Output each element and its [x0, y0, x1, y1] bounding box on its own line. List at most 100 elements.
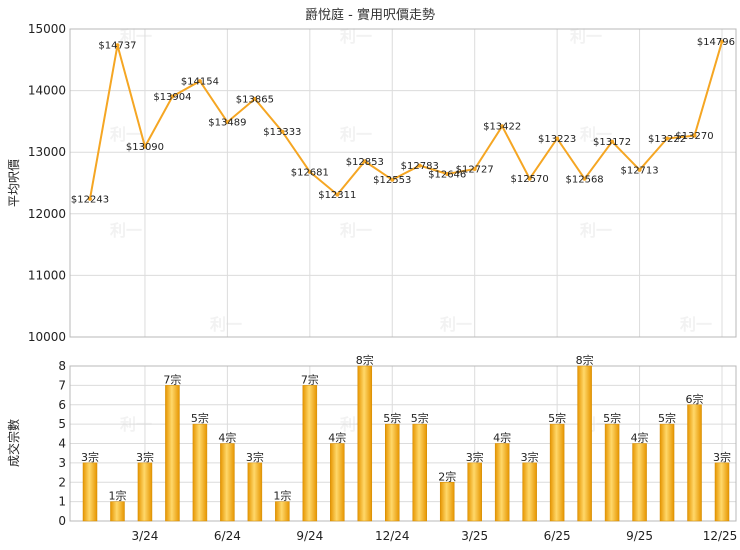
volume-bar [549, 423, 565, 522]
volume-bar [412, 423, 427, 522]
volume-bar [220, 443, 235, 522]
price-data-label: $13333 [263, 127, 301, 138]
volume-bar [247, 462, 263, 522]
volume-bar [494, 443, 510, 522]
volume-plot-frame [69, 365, 737, 522]
price-data-label: $13172 [593, 137, 631, 148]
price-data-label: $13422 [483, 122, 521, 133]
volume-data-label: 3宗 [521, 450, 539, 464]
volume-y-tick-label: 0 [58, 514, 66, 528]
price-data-label: $12311 [318, 190, 356, 201]
volume-data-label: 4宗 [328, 431, 346, 445]
price-data-label: $13865 [236, 94, 274, 105]
volume-data-label: 3宗 [246, 450, 264, 464]
price-data-label: $12553 [373, 175, 411, 186]
volume-data-label: 2宗 [438, 469, 456, 483]
price-data-label: $12713 [620, 165, 658, 176]
watermark-text: 利一 [580, 221, 612, 240]
volume-x-tick-label: 6/25 [544, 529, 571, 543]
volume-bar [302, 385, 318, 522]
volume-bar [165, 385, 180, 522]
volume-y-tick-label: 2 [58, 475, 66, 489]
volume-data-label: 4宗 [218, 431, 236, 445]
price-y-tick-label: 12000 [28, 207, 66, 221]
watermark-text: 利一 [110, 221, 142, 240]
volume-data-label: 3宗 [81, 450, 99, 464]
price-data-label: $13223 [538, 134, 576, 145]
price-point [582, 176, 587, 181]
price-point [500, 124, 505, 129]
volume-y-tick-label: 8 [58, 359, 66, 373]
price-point [88, 196, 92, 201]
volume-y-tick-label: 6 [58, 398, 66, 412]
volume-x-tick-label: 9/24 [296, 529, 323, 543]
watermark-text: 利一 [210, 315, 242, 334]
volume-bar [137, 462, 153, 522]
volume-bar [82, 462, 98, 522]
price-point [665, 136, 670, 141]
price-data-label: $14796 [697, 37, 735, 48]
volume-bar [577, 365, 592, 522]
price-point [115, 43, 120, 48]
price-y-tick-label: 13000 [28, 145, 66, 159]
price-point [527, 176, 532, 181]
price-point [252, 96, 257, 101]
volume-data-label: 5宗 [658, 411, 676, 425]
volume-y-tick-label: 1 [58, 495, 66, 509]
watermark-text: 利一 [110, 125, 142, 144]
price-data-label: $12853 [346, 157, 384, 168]
volume-bar [687, 404, 702, 522]
volume-bar [632, 443, 647, 522]
price-plot-frame [69, 28, 737, 338]
volume-x-tick-label: 12/24 [375, 529, 410, 543]
price-point [692, 133, 697, 138]
price-data-label: $12727 [456, 165, 494, 176]
volume-y-tick-label: 7 [58, 378, 66, 392]
volume-data-label: 5宗 [383, 411, 401, 425]
price-data-label: $14154 [181, 77, 219, 88]
price-point [225, 120, 230, 125]
volume-bar [357, 365, 373, 522]
volume-data-label: 7宗 [163, 372, 181, 386]
price-line [89, 41, 723, 200]
price-y-tick-label: 14000 [28, 84, 66, 98]
volume-bar [192, 423, 208, 522]
price-y-tick-label: 15000 [28, 22, 66, 36]
volume-bar [467, 462, 482, 522]
price-data-label: $12681 [291, 167, 329, 178]
price-point [197, 79, 202, 84]
volume-y-tick-label: 5 [58, 417, 66, 431]
watermark-text: 利一 [340, 125, 372, 144]
price-y-tick-label: 10000 [28, 330, 66, 344]
volume-data-label: 8宗 [356, 353, 374, 367]
volume-data-label: 4宗 [493, 431, 511, 445]
volume-data-label: 7宗 [301, 372, 319, 386]
volume-bar [330, 443, 345, 522]
volume-data-label: 5宗 [548, 411, 566, 425]
watermark-text: 利一 [680, 315, 712, 334]
watermark-text: 利一 [340, 27, 372, 46]
volume-y-tick-label: 4 [58, 437, 66, 451]
volume-data-label: 3宗 [136, 450, 154, 464]
volume-x-tick-label: 3/24 [131, 529, 158, 543]
volume-data-label: 5宗 [191, 411, 209, 425]
volume-y-ticks: 0 1 2 3 4 5 6 7 8 [58, 359, 66, 528]
price-point [142, 144, 147, 149]
price-data-label: $14737 [98, 41, 136, 52]
price-y-tick-label: 11000 [28, 268, 66, 282]
watermark-text: 利一 [570, 27, 602, 46]
price-data-label: $12243 [71, 194, 109, 205]
price-point [472, 167, 477, 172]
volume-bars: 3宗 1宗 3宗 7宗 5宗 4宗 3宗 1宗 7宗 4宗 8宗 5宗 5宗 2宗 3宗 4宗 3宗 5宗 8宗 5宗… [81, 353, 731, 522]
volume-bar [110, 501, 125, 522]
price-data-label: $12568 [566, 174, 604, 185]
watermark-text: 利一 [340, 221, 372, 240]
price-point [390, 177, 395, 182]
volume-x-ticks: 3/24 6/24 9/24 12/24 3/25 6/25 9/25 12/25 [131, 529, 737, 543]
volume-bar [604, 423, 620, 522]
volume-data-label: 1宗 [273, 489, 291, 503]
volume-data-label: 5宗 [411, 411, 429, 425]
volume-bar [522, 462, 537, 522]
price-data-label: $13489 [208, 118, 246, 129]
